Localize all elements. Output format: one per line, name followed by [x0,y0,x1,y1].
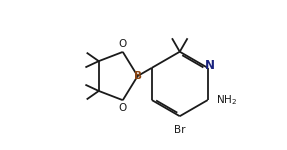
Text: Br: Br [174,124,185,135]
Text: O: O [118,39,126,49]
Text: O: O [118,103,126,113]
Text: N: N [205,59,215,72]
Text: B: B [134,71,141,81]
Text: NH$_2$: NH$_2$ [216,93,237,107]
